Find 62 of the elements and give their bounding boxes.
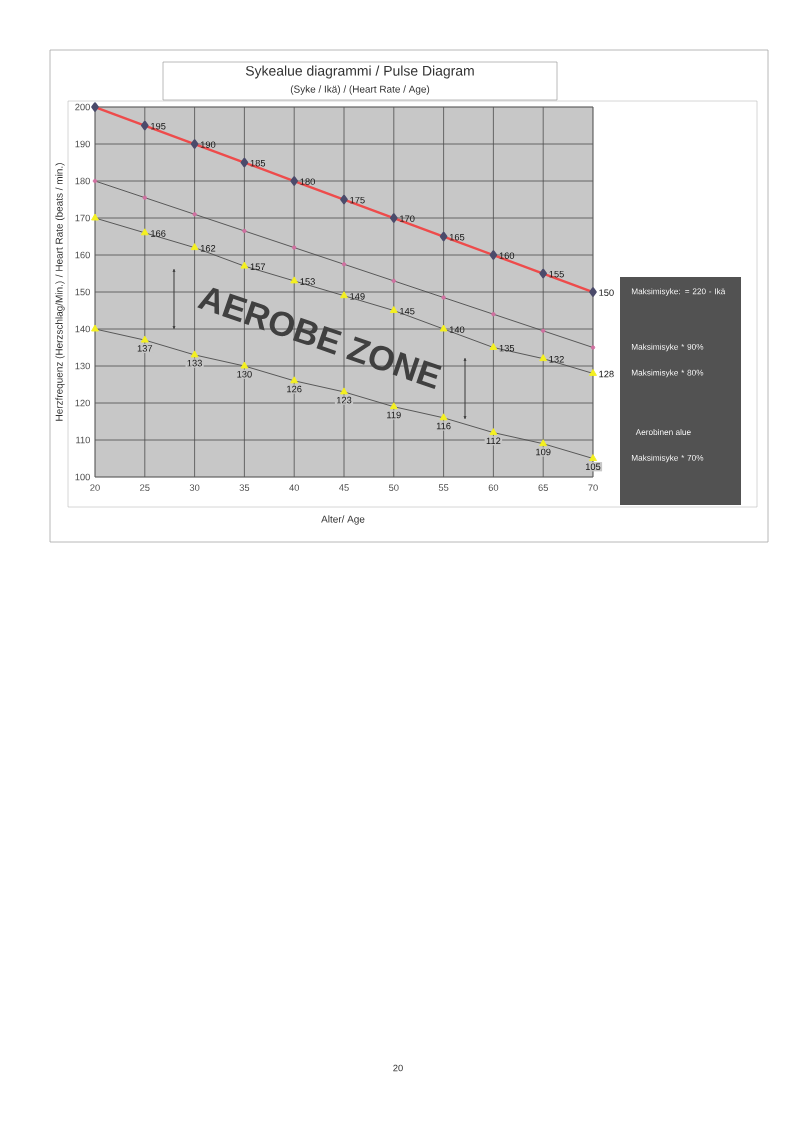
data-label: 137 [137, 345, 153, 352]
data-label: 185 [250, 159, 266, 167]
text: Maksimisyke * 80% [631, 369, 704, 378]
x-tick-label: 55 [438, 484, 449, 491]
x-tick-label: 70 [588, 484, 598, 491]
y-tick-label: 110 [76, 436, 90, 444]
data-label: 105 [585, 463, 601, 471]
x-tick-label: 25 [140, 484, 150, 491]
x-tick-label: 20 [90, 484, 100, 491]
data-label: 157 [250, 263, 266, 270]
y-tick-label: 170 [75, 214, 90, 222]
chart-subtitle: (Syke / Ikä) / (Heart Rate / Age) [290, 85, 430, 95]
data-label: 130 [237, 370, 252, 378]
x-tick-label: 60 [488, 484, 499, 491]
y-tick-label: 130 [75, 362, 90, 370]
data-label: 133 [187, 359, 202, 367]
chart-title: Sykealue diagrammi / Pulse Diagram [245, 65, 474, 79]
data-label: 132 [549, 355, 564, 363]
y-tick-label: 180 [75, 177, 90, 185]
data-label: 166 [151, 230, 166, 237]
data-label: 180 [300, 178, 315, 185]
x-tick-label: 50 [389, 484, 399, 491]
data-label: 170 [400, 215, 415, 222]
data-label: 190 [200, 141, 216, 148]
data-label: 116 [436, 422, 451, 430]
x-tick-label: 40 [289, 484, 300, 491]
data-label: 123 [336, 396, 352, 404]
data-label: 150 [599, 289, 614, 296]
data-label: 112 [486, 437, 501, 445]
data-label: 160 [499, 252, 515, 259]
data-label: 153 [300, 278, 315, 285]
y-tick-label: 150 [75, 288, 90, 296]
text: 20 [393, 1064, 403, 1072]
data-label: 195 [151, 122, 166, 130]
data-label: 119 [387, 411, 401, 419]
y-tick-label: 100 [75, 473, 90, 481]
y-tick-label: 160 [75, 251, 90, 259]
y-tick-label: 120 [75, 399, 90, 407]
y-tick-label: 140 [75, 325, 90, 333]
text: Maksimisyke * 70% [631, 454, 704, 463]
data-label: 149 [350, 293, 365, 300]
data-label: 165 [449, 233, 465, 241]
text: Maksimisyke * 90% [631, 343, 704, 352]
data-label: 145 [400, 307, 415, 315]
y-tick-label: 200 [75, 103, 90, 111]
data-label: 135 [499, 344, 515, 352]
data-label: 140 [449, 326, 465, 333]
x-tick-label: 30 [189, 484, 200, 491]
text: Maksimisyke: = 220 - Ikä [631, 288, 726, 296]
text: Aerobinen alue [635, 428, 691, 436]
data-label: 126 [287, 385, 302, 393]
y-tick-label: 190 [75, 140, 90, 148]
data-label: 162 [200, 244, 216, 252]
x-tick-label: 45 [339, 484, 349, 491]
y-axis-title: Herzfrequenz (Herzschlag/Min.) / Heart Rate (beats / min.) [55, 163, 65, 421]
data-label: 128 [599, 370, 614, 378]
x-axis-title: Alter/ Age [321, 515, 365, 525]
x-tick-label: 35 [239, 484, 250, 491]
data-label: 109 [536, 448, 551, 456]
data-label: 175 [350, 196, 365, 204]
data-label: 155 [549, 270, 564, 278]
x-tick-label: 65 [538, 484, 548, 491]
